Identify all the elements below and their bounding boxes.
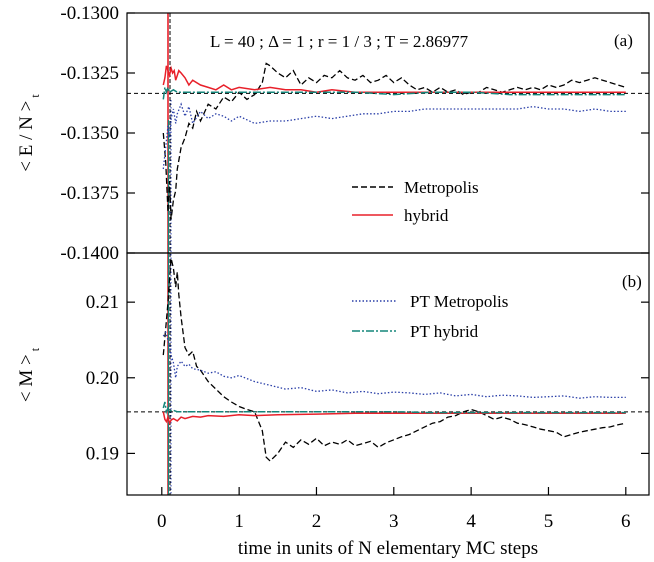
y-tick-label-b: 0.20 (86, 368, 119, 389)
y-tick-label-a: -0.1325 (60, 63, 119, 84)
y-tick-label-a: -0.1375 (60, 183, 119, 204)
panel-b-frame (126, 252, 650, 496)
annotation-text: L = 40 ; Δ = 1 ; r = 1 / 3 ; T = 2.86977 (210, 32, 469, 51)
legend-label-pt-hybrid: PT hybrid (410, 322, 479, 341)
legend-a: Metropolis hybrid (352, 178, 479, 225)
x-tick-label: 1 (234, 511, 244, 532)
series-group-a (162, 62, 626, 220)
x-tick-label: 2 (312, 511, 322, 532)
x-tick-label: 3 (389, 511, 399, 532)
legend-b: PT Metropolis PT hybrid (352, 292, 508, 341)
series-line-a-hybrid (162, 65, 626, 93)
series-line-b-hybrid (162, 411, 626, 426)
y-tick-label-a: -0.1350 (60, 123, 119, 144)
x-tick-label: 5 (544, 511, 554, 532)
y-tick-label-a: -0.1400 (60, 243, 119, 264)
legend-label-pt-metropolis: PT Metropolis (410, 292, 508, 311)
x-tick-label: 6 (621, 511, 631, 532)
y-tick-label-a: -0.1300 (60, 3, 119, 24)
y-axis-label-b: < M >t (16, 347, 42, 402)
y-tick-label-b: 0.21 (86, 292, 119, 313)
x-ticks: 0 1 2 3 4 5 6 (157, 487, 631, 532)
y-tick-label-b: 0.19 (86, 443, 119, 464)
y-ticks-a: -0.1300 -0.1325 -0.1350 -0.1375 -0.1400 (60, 3, 649, 264)
series-line-a-pt-metropolis (162, 102, 626, 170)
x-tick-label: 0 (157, 511, 167, 532)
panel-label-b: (b) (622, 272, 642, 291)
y-axis-label-a-sub: t (28, 94, 42, 98)
series-line-a-pt-hybrid (162, 84, 626, 100)
y-axis-label-a: < E / N >t (16, 94, 42, 172)
x-axis-label: time in units of N elementary MC steps (238, 538, 538, 559)
series-line-a-metropolis (162, 62, 626, 220)
y-ticks-b: 0.21 0.20 0.19 (86, 292, 649, 464)
series-line-b-pt-metropolis (162, 330, 626, 399)
series-line-b-pt-hybrid (162, 401, 626, 415)
x-tick-label: 4 (466, 511, 476, 532)
legend-label-hybrid: hybrid (404, 206, 449, 225)
panel-b: 0.21 0.20 0.19 0 1 2 3 4 5 6 (b) PT Metropolis P… (16, 258, 649, 559)
panel-label-a: (a) (614, 31, 633, 50)
y-axis-label-b-sub: t (28, 347, 42, 351)
series-line-b-metropolis (162, 258, 626, 462)
panel-a: -0.1300 -0.1325 -0.1350 -0.1375 -0.1400 L = … (16, 3, 649, 264)
series-group-b (162, 258, 626, 462)
legend-label-metropolis: Metropolis (404, 178, 479, 197)
